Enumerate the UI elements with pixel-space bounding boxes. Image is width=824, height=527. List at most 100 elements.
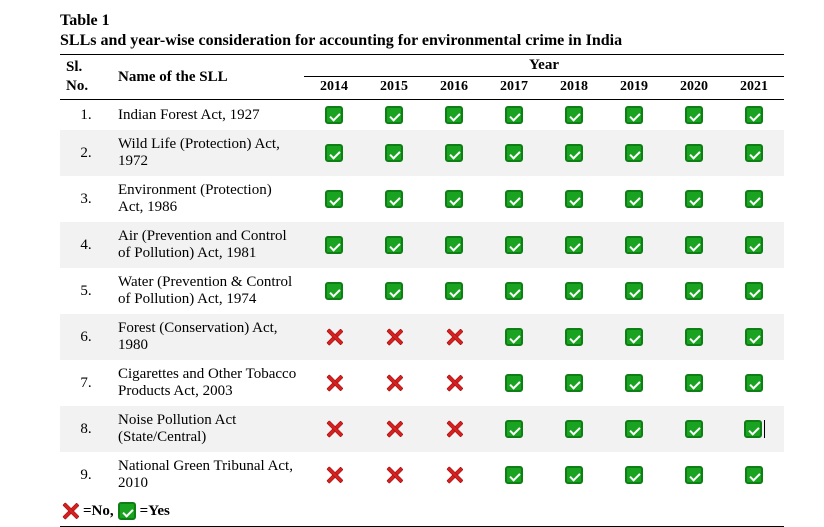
cross-icon xyxy=(385,374,403,392)
check-icon xyxy=(685,106,703,124)
row-mark xyxy=(724,222,784,268)
check-icon xyxy=(625,106,643,124)
check-icon xyxy=(685,282,703,300)
check-icon xyxy=(685,144,703,162)
check-icon xyxy=(505,236,523,254)
check-icon xyxy=(385,282,403,300)
check-icon xyxy=(565,190,583,208)
row-mark xyxy=(364,176,424,222)
row-mark xyxy=(544,176,604,222)
check-icon xyxy=(505,144,523,162)
check-icon xyxy=(505,328,523,346)
row-mark xyxy=(544,452,604,498)
table-caption-subtitle: SLLs and year-wise consideration for acc… xyxy=(60,32,784,50)
row-mark xyxy=(664,314,724,360)
row-name: Air (Prevention and Control of Pollution… xyxy=(112,222,304,268)
check-icon xyxy=(445,190,463,208)
row-mark xyxy=(424,222,484,268)
row-mark xyxy=(724,100,784,131)
check-icon xyxy=(505,466,523,484)
row-name: National Green Tribunal Act, 2010 xyxy=(112,452,304,498)
row-mark xyxy=(484,268,544,314)
check-icon xyxy=(625,282,643,300)
table-row: 5.Water (Prevention & Control of Polluti… xyxy=(60,268,784,314)
table-row: 6.Forest (Conservation) Act, 1980 xyxy=(60,314,784,360)
row-mark xyxy=(724,452,784,498)
year-2017: 2017 xyxy=(484,77,544,100)
check-icon xyxy=(565,466,583,484)
row-mark xyxy=(304,360,364,406)
row-mark xyxy=(604,100,664,131)
check-icon xyxy=(625,374,643,392)
row-mark xyxy=(484,176,544,222)
row-name: Cigarettes and Other Tobacco Products Ac… xyxy=(112,360,304,406)
table-row: 2.Wild Life (Protection) Act, 1972 xyxy=(60,130,784,176)
row-mark xyxy=(604,314,664,360)
cross-icon xyxy=(325,328,343,346)
check-icon xyxy=(118,502,136,520)
table-row: 1.Indian Forest Act, 1927 xyxy=(60,100,784,131)
check-icon xyxy=(745,236,763,254)
year-2020: 2020 xyxy=(664,77,724,100)
check-icon xyxy=(685,420,703,438)
row-mark xyxy=(664,222,724,268)
row-sl: 1. xyxy=(60,100,112,131)
row-mark xyxy=(664,360,724,406)
row-mark xyxy=(484,130,544,176)
row-mark xyxy=(604,222,664,268)
row-mark xyxy=(484,360,544,406)
year-2015: 2015 xyxy=(364,77,424,100)
row-mark xyxy=(484,452,544,498)
row-mark xyxy=(544,100,604,131)
check-icon xyxy=(445,106,463,124)
row-name: Forest (Conservation) Act, 1980 xyxy=(112,314,304,360)
legend-cell: =No, =Yes xyxy=(60,498,784,527)
row-name: Noise Pollution Act (State/Central) xyxy=(112,406,304,452)
row-mark xyxy=(604,268,664,314)
row-mark xyxy=(604,360,664,406)
table-body: 1.Indian Forest Act, 19272.Wild Life (Pr… xyxy=(60,100,784,499)
row-mark xyxy=(364,406,424,452)
year-2021: 2021 xyxy=(724,77,784,100)
check-icon xyxy=(385,106,403,124)
row-sl: 9. xyxy=(60,452,112,498)
row-mark xyxy=(724,268,784,314)
row-sl: 8. xyxy=(60,406,112,452)
table-row: 4.Air (Prevention and Control of Polluti… xyxy=(60,222,784,268)
check-icon xyxy=(745,374,763,392)
row-sl: 2. xyxy=(60,130,112,176)
row-mark xyxy=(604,452,664,498)
row-name: Water (Prevention & Control of Pollution… xyxy=(112,268,304,314)
row-mark xyxy=(364,452,424,498)
table-row: 7.Cigarettes and Other Tobacco Products … xyxy=(60,360,784,406)
check-icon xyxy=(685,374,703,392)
check-icon xyxy=(505,106,523,124)
legend-yes-label: =Yes xyxy=(140,503,170,520)
check-icon xyxy=(565,144,583,162)
sll-table: Sl. No. Name of the SLL Year 2014 2015 2… xyxy=(60,54,784,527)
check-icon xyxy=(565,282,583,300)
row-name: Wild Life (Protection) Act, 1972 xyxy=(112,130,304,176)
cross-icon xyxy=(385,420,403,438)
check-icon xyxy=(625,420,643,438)
check-icon xyxy=(325,190,343,208)
check-icon xyxy=(685,466,703,484)
row-mark xyxy=(484,100,544,131)
row-mark xyxy=(544,268,604,314)
check-icon xyxy=(385,190,403,208)
check-icon xyxy=(745,190,763,208)
check-icon xyxy=(685,236,703,254)
row-mark xyxy=(304,176,364,222)
row-mark xyxy=(544,130,604,176)
row-mark xyxy=(364,100,424,131)
page: Table 1 SLLs and year-wise consideration… xyxy=(0,0,824,504)
row-mark xyxy=(424,360,484,406)
check-icon xyxy=(625,466,643,484)
row-name: Indian Forest Act, 1927 xyxy=(112,100,304,131)
table-row: 3.Environment (Protection) Act, 1986 xyxy=(60,176,784,222)
row-mark xyxy=(304,452,364,498)
cross-icon xyxy=(445,420,463,438)
row-sl: 5. xyxy=(60,268,112,314)
check-icon xyxy=(445,144,463,162)
row-mark xyxy=(364,130,424,176)
